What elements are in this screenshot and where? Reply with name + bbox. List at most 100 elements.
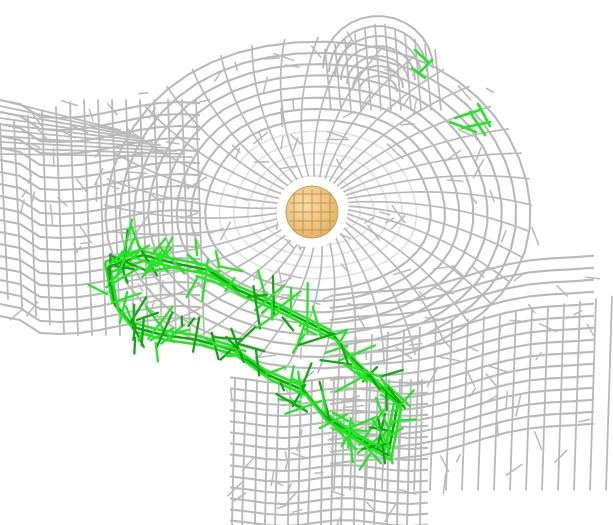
mesh-edge bbox=[455, 453, 462, 463]
mesh-edge bbox=[500, 230, 507, 243]
mesh-edge bbox=[79, 225, 92, 244]
mesh-edge bbox=[129, 171, 148, 175]
selection-edge bbox=[298, 323, 302, 327]
neck-col bbox=[274, 379, 280, 525]
right-lobe-row bbox=[329, 398, 595, 442]
selection-edge bbox=[371, 418, 391, 448]
left-horn-edge bbox=[0, 123, 153, 143]
neck-row bbox=[229, 486, 429, 495]
left-lobe-row bbox=[0, 206, 201, 228]
right-lobe-col bbox=[413, 326, 421, 491]
neck-row bbox=[229, 508, 429, 517]
mesh-edge bbox=[327, 434, 338, 441]
mesh-edge bbox=[533, 430, 543, 451]
head-spoke bbox=[220, 55, 298, 188]
neck-row bbox=[229, 453, 429, 462]
left-lobe-row bbox=[0, 290, 201, 312]
mesh-edge bbox=[270, 469, 275, 487]
right-lobe-row bbox=[329, 326, 595, 370]
selection-edge bbox=[140, 316, 145, 347]
mesh-edge bbox=[322, 293, 338, 300]
mesh-edge bbox=[106, 183, 120, 190]
mesh-edge bbox=[438, 356, 460, 362]
selection-edge bbox=[137, 334, 142, 342]
selection-edge bbox=[171, 328, 191, 335]
selection-edge bbox=[191, 316, 201, 353]
density-mesh-front bbox=[0, 15, 613, 525]
mesh-edge bbox=[390, 214, 406, 230]
ear-spoke bbox=[344, 38, 352, 111]
right-lobe-row bbox=[329, 338, 595, 382]
mesh-edge bbox=[94, 148, 102, 158]
selection-edge bbox=[368, 426, 392, 432]
ear-ring bbox=[334, 35, 422, 77]
selection-edge bbox=[346, 415, 379, 431]
head-spoke bbox=[348, 205, 523, 258]
head-spoke bbox=[332, 85, 470, 185]
mesh-edge bbox=[408, 342, 423, 346]
mesh-edge bbox=[451, 265, 466, 278]
mesh-edge bbox=[481, 394, 499, 405]
head-spoke bbox=[323, 54, 416, 182]
mesh-edge bbox=[585, 276, 601, 280]
selection-edge bbox=[155, 311, 174, 350]
mesh-edge bbox=[138, 92, 149, 95]
mesh-edge bbox=[341, 395, 361, 402]
mesh-edge bbox=[363, 216, 375, 224]
mesh-edge bbox=[136, 216, 148, 233]
selection-edge bbox=[87, 283, 109, 296]
selection-fragment bbox=[453, 108, 482, 120]
mesh-edge bbox=[29, 110, 45, 130]
mesh-edge bbox=[469, 194, 478, 204]
mesh-edge bbox=[400, 123, 415, 126]
mesh-edge bbox=[286, 483, 292, 493]
selection-edge bbox=[260, 305, 272, 314]
selection-edge bbox=[302, 327, 318, 336]
head-spoke bbox=[250, 228, 318, 366]
selection-edge bbox=[225, 335, 239, 350]
mesh-edge bbox=[442, 338, 453, 351]
selection-edge bbox=[120, 250, 157, 267]
head-ring bbox=[232, 141, 404, 269]
neck-col bbox=[231, 379, 236, 525]
mesh-edge bbox=[398, 488, 417, 495]
head-spoke bbox=[340, 128, 510, 190]
mesh-edge bbox=[424, 316, 445, 321]
selection-edge bbox=[129, 222, 142, 251]
head-spoke bbox=[345, 174, 530, 196]
mesh-edge bbox=[149, 302, 155, 313]
selection-fragment bbox=[460, 120, 492, 130]
mesh-edge bbox=[496, 420, 500, 438]
neck-row bbox=[229, 376, 429, 385]
selection-edge bbox=[115, 237, 136, 278]
selection-edge bbox=[374, 437, 390, 449]
mesh-edge bbox=[254, 354, 276, 359]
mesh-edge bbox=[272, 52, 295, 61]
head-spoke bbox=[283, 228, 324, 372]
selection-edge bbox=[324, 344, 349, 354]
atom-sphere[interactable] bbox=[276, 176, 348, 248]
ear-spoke bbox=[404, 33, 412, 111]
mesh-edge bbox=[262, 76, 269, 95]
selection-edge bbox=[347, 432, 355, 464]
selection-edge bbox=[374, 396, 392, 435]
ear-spoke bbox=[334, 43, 342, 111]
selection-mesh[interactable] bbox=[87, 48, 492, 471]
mesh-edge bbox=[471, 265, 485, 278]
mesh-edge bbox=[515, 394, 522, 417]
head-spoke bbox=[126, 127, 289, 202]
selection-edge bbox=[186, 253, 202, 267]
ear-spoke bbox=[424, 43, 432, 111]
mesh-edge bbox=[384, 68, 399, 74]
mesh-edge bbox=[444, 149, 462, 162]
mesh-edge bbox=[290, 452, 307, 459]
selection-edge bbox=[340, 343, 350, 365]
mesh-edge bbox=[340, 263, 348, 272]
ear-spoke bbox=[374, 23, 382, 111]
head-spoke bbox=[346, 212, 492, 305]
mesh-edge bbox=[226, 194, 249, 201]
mesh-edge bbox=[27, 174, 33, 184]
head-ring bbox=[147, 74, 489, 336]
